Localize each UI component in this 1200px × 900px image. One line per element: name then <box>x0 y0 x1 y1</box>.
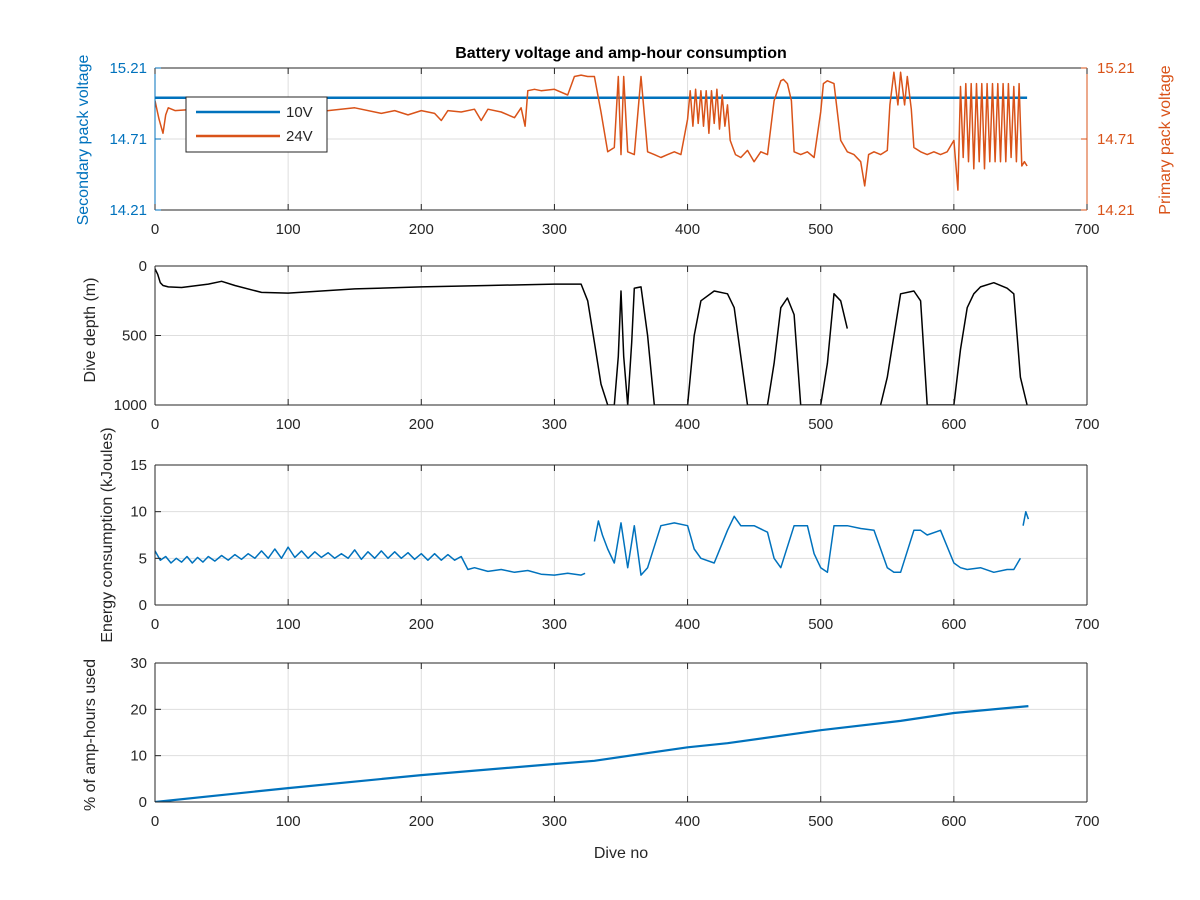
x-tick-label: 300 <box>542 416 567 433</box>
y-tick-label: 5 <box>139 550 147 567</box>
x-tick-label: 300 <box>542 616 567 633</box>
x-tick-label: 500 <box>808 616 833 633</box>
x-tick-label: 100 <box>276 221 301 238</box>
panel-2: 0 100 200 300 400 500 600 700 0 500 1000 Dive depth… <box>82 258 1100 433</box>
y-axis-label: Dive depth (m) <box>82 278 99 383</box>
y-tick-label: 30 <box>130 655 147 672</box>
y-tick-label: 15 <box>130 457 147 474</box>
x-tick-label: 400 <box>675 813 700 830</box>
x-tick-label: 200 <box>409 416 434 433</box>
x-tick-label: 500 <box>808 813 833 830</box>
x-tick-label: 100 <box>276 416 301 433</box>
x-tick-label: 0 <box>151 221 159 238</box>
y-axis-label: Secondary pack voltage <box>75 55 92 226</box>
x-tick-label: 100 <box>276 616 301 633</box>
x-tick-label: 400 <box>675 616 700 633</box>
x-tick-label: 500 <box>808 416 833 433</box>
y-tick-label: 14.21 <box>109 202 147 219</box>
y-right-axis-label: Primary pack voltage <box>1157 65 1174 214</box>
y-tick-label: 1000 <box>114 397 147 414</box>
x-tick-label: 100 <box>276 813 301 830</box>
x-tick-label: 200 <box>409 616 434 633</box>
y-tick-label: 500 <box>122 328 147 345</box>
y-tick-label: 10 <box>130 504 147 521</box>
x-tick-label: 400 <box>675 416 700 433</box>
x-tick-label: 300 <box>542 813 567 830</box>
x-axis-label: Dive no <box>594 845 648 862</box>
series-line-1 <box>155 705 1029 802</box>
x-tick-label: 600 <box>941 221 966 238</box>
y-tick-label: 10 <box>130 748 147 765</box>
x-tick-label: 700 <box>1074 813 1099 830</box>
x-tick-label: 400 <box>675 221 700 238</box>
x-tick-label: 600 <box>941 813 966 830</box>
y-right-tick-label: 14.71 <box>1097 131 1135 148</box>
y-tick-label: 14.71 <box>109 131 147 148</box>
legend-box <box>185 96 328 153</box>
legend-label: 10V <box>286 104 313 121</box>
y-axis-label: Energy consumption (kJoules) <box>99 427 116 642</box>
series-line-24V <box>155 71 1028 191</box>
x-tick-label: 600 <box>941 616 966 633</box>
x-tick-label: 200 <box>409 813 434 830</box>
legend-label: 24V <box>286 128 313 145</box>
y-axis-label: % of amp-hours used <box>82 659 99 811</box>
y-right-tick-label: 15.21 <box>1097 60 1135 77</box>
panel-1: 0 100 200 300 400 500 600 700 14.21 14.71 15.21 14.… <box>75 45 1174 238</box>
y-tick-label: 20 <box>130 701 147 718</box>
x-tick-label: 700 <box>1074 416 1099 433</box>
series-line-1 <box>155 510 1030 576</box>
panel-3: 0 100 200 300 400 500 600 700 0 5 10 15 Energy consu… <box>99 427 1100 642</box>
x-tick-label: 300 <box>542 221 567 238</box>
x-tick-label: 0 <box>151 616 159 633</box>
x-tick-label: 200 <box>409 221 434 238</box>
x-tick-label: 600 <box>941 416 966 433</box>
chart-title: Battery voltage and amp-hour consumption <box>455 45 787 62</box>
y-tick-label: 0 <box>139 794 147 811</box>
x-tick-label: 0 <box>151 813 159 830</box>
series-line-1 <box>155 268 1028 405</box>
x-tick-label: 700 <box>1074 616 1099 633</box>
x-tick-label: 0 <box>151 416 159 433</box>
x-tick-label: 700 <box>1074 221 1099 238</box>
y-tick-label: 15.21 <box>109 60 147 77</box>
panel-4: 0 100 200 300 400 500 600 700 0 10 20 30 % of amp-ho… <box>82 655 1100 862</box>
y-tick-label: 0 <box>139 597 147 614</box>
x-tick-label: 500 <box>808 221 833 238</box>
y-right-tick-label: 14.21 <box>1097 202 1135 219</box>
y-tick-label: 0 <box>139 258 147 275</box>
